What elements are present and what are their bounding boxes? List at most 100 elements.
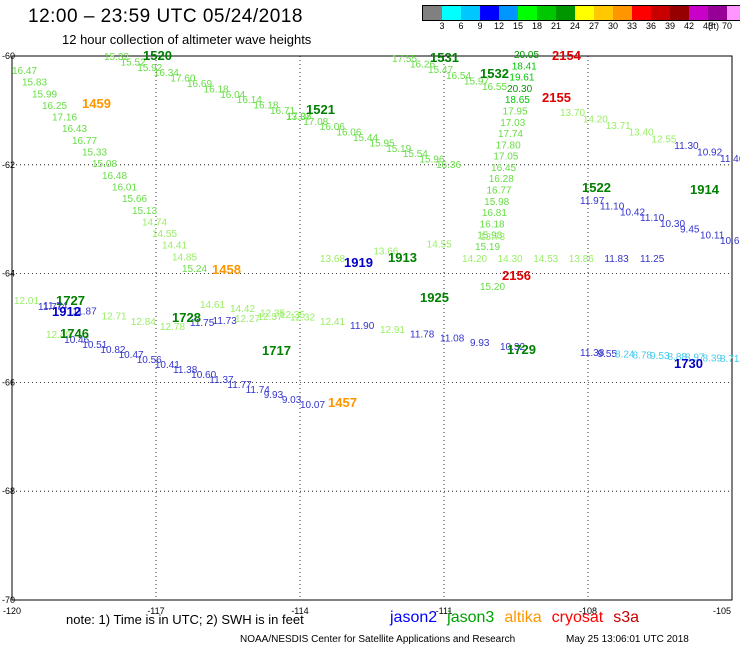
swh-value-label: 17.60 — [170, 74, 195, 85]
pass-time-label: 1919 — [344, 255, 373, 270]
swh-value-label: 15.93 — [477, 231, 502, 242]
pass-time-label: 2154 — [552, 48, 582, 63]
colorbar-swatch — [518, 6, 537, 20]
swh-value-label: 17.80 — [496, 140, 521, 151]
swh-value-label: 10.32 — [500, 342, 525, 353]
swh-value-label: 10.51 — [82, 340, 107, 351]
swh-value-label: 11.97 — [580, 196, 605, 207]
swh-value-label: 20.30 — [507, 84, 532, 95]
swh-value-label: 8.39 — [703, 353, 723, 364]
swh-value-label: 16.36 — [436, 160, 461, 171]
swh-value-label: 11.73 — [213, 316, 238, 327]
pass-time-label: 1520 — [143, 48, 172, 63]
swh-value-label: 14.55 — [152, 229, 177, 240]
swh-value-label: 10.07 — [300, 400, 325, 411]
swh-value-label: 14.20 — [583, 115, 608, 126]
swh-value-label: 20.05 — [514, 50, 539, 61]
swh-value-label: 12.78 — [160, 322, 185, 333]
swh-value-label: 12.49 — [46, 330, 71, 341]
lon-tick-label: -108 — [579, 606, 597, 616]
swh-value-label: 12.35 — [260, 308, 285, 319]
swh-value-label: 16.69 — [187, 79, 212, 90]
colorbar-swatch — [670, 6, 689, 20]
swh-value-label: 15.96 — [419, 155, 444, 166]
swh-value-label: 10.92 — [697, 147, 722, 158]
swh-value-label: 9.55 — [598, 349, 618, 360]
swh-value-label: 14.85 — [172, 252, 197, 263]
colorbar-swatch — [708, 6, 727, 20]
swh-value-label: 11.08 — [440, 334, 465, 345]
swh-value-label: 17.74 — [498, 129, 523, 140]
swh-value-label: 16.18 — [480, 219, 505, 230]
pass-time-label: 1746 — [60, 326, 89, 341]
swh-value-label: 16.47 — [12, 66, 37, 77]
lat-tick-label: -64 — [2, 269, 15, 279]
swh-value-label: 11.77 — [227, 380, 252, 391]
swh-value-label: 13.86 — [569, 254, 594, 265]
legend-entry-jason2: jason2 — [390, 609, 438, 626]
swh-value-label: 17.16 — [52, 113, 77, 124]
colorbar-tick: 18 — [531, 21, 542, 31]
lat-tick-label: -60 — [2, 51, 15, 61]
swh-value-label: 14.61 — [200, 300, 225, 311]
colorbar-tick: 9 — [477, 21, 483, 31]
swh-value-label: 15.32 — [104, 52, 129, 63]
swh-value-label: 8.71 — [720, 354, 740, 365]
swh-value-label: 10.68 — [720, 236, 740, 247]
legend-entry-cryosat: cryosat — [551, 609, 604, 626]
colorbar-swatch — [442, 6, 461, 20]
colorbar-tick: 12 — [493, 21, 504, 31]
swh-value-label: 10.47 — [119, 350, 144, 361]
plot-frame — [11, 55, 733, 601]
swh-value-label: 8.24 — [615, 350, 635, 361]
swh-value-label: 14.74 — [142, 217, 167, 228]
pass-time-label: 1912 — [52, 304, 81, 319]
lon-tick-label: -117 — [147, 606, 164, 616]
swh-value-label: 11.78 — [410, 329, 435, 340]
lon-tick-label: -105 — [713, 606, 731, 616]
swh-value-label: 16.06 — [336, 128, 361, 139]
swh-value-label: 9.53 — [650, 351, 670, 362]
swh-value-label: 13.40 — [629, 128, 654, 139]
swh-value-label: 11.38 — [580, 348, 605, 359]
pass-time-label: 1532 — [480, 66, 509, 81]
swh-value-label: 16.06 — [320, 122, 345, 133]
swh-value-label: 16.04 — [220, 90, 245, 101]
swh-value-label: 16.71 — [270, 106, 295, 117]
footer-note: note: 1) Time is in UTC; 2) SWH is in fe… — [66, 612, 304, 627]
swh-value-label: 16.43 — [62, 124, 87, 135]
swh-value-label: 16.81 — [482, 208, 507, 219]
colorbar-swatch — [651, 6, 670, 20]
lat-tick-label: -70 — [2, 595, 15, 605]
credit-line: NOAA/NESDIS Center for Satellite Applica… — [240, 634, 516, 645]
pass-time-label: 1728 — [172, 310, 201, 325]
swh-value-label: 12.41 — [320, 317, 345, 328]
swh-value-label: 11.37 — [209, 375, 234, 386]
swh-value-label: 11.25 — [640, 254, 665, 265]
swh-value-label: 16.25 — [42, 101, 67, 112]
swh-value-label: 15.20 — [480, 282, 505, 293]
lat-lon-grid: -120 -117 -114 -111 -108 -105 -60 -62 -64 -66 -68 -… — [2, 51, 733, 616]
swh-value-label: 12.55 — [651, 134, 676, 145]
swh-value-label: 12.37 — [258, 312, 283, 323]
swh-value-label: 13.70 — [560, 108, 585, 119]
swh-value-label: 15.98 — [484, 197, 509, 208]
colorbar-tick: 70 — [721, 21, 732, 31]
swh-value-label: 15.95 — [370, 138, 395, 149]
pass-time-label: 1729 — [507, 342, 536, 357]
colorbar-tick: 33 — [626, 21, 637, 31]
swh-value-label: 14.41 — [162, 241, 187, 252]
wave-height-colorbar — [422, 5, 740, 21]
satellite-legend: jason2 jason3 altika cryosat s3a — [390, 609, 649, 627]
colorbar-swatch — [499, 6, 518, 20]
pass-time-label: 1914 — [690, 182, 720, 197]
colorbar-tick: 6 — [458, 21, 464, 31]
colorbar-swatch — [613, 6, 632, 20]
swh-value-label: 14.53 — [533, 254, 558, 265]
swh-value-label: 11.74 — [246, 385, 271, 396]
swh-value-label: 15.08 — [92, 159, 117, 170]
swh-value-label: 11.10 — [640, 213, 665, 224]
colorbar-swatch — [689, 6, 708, 20]
swh-value-label: 8.97 — [685, 353, 705, 364]
